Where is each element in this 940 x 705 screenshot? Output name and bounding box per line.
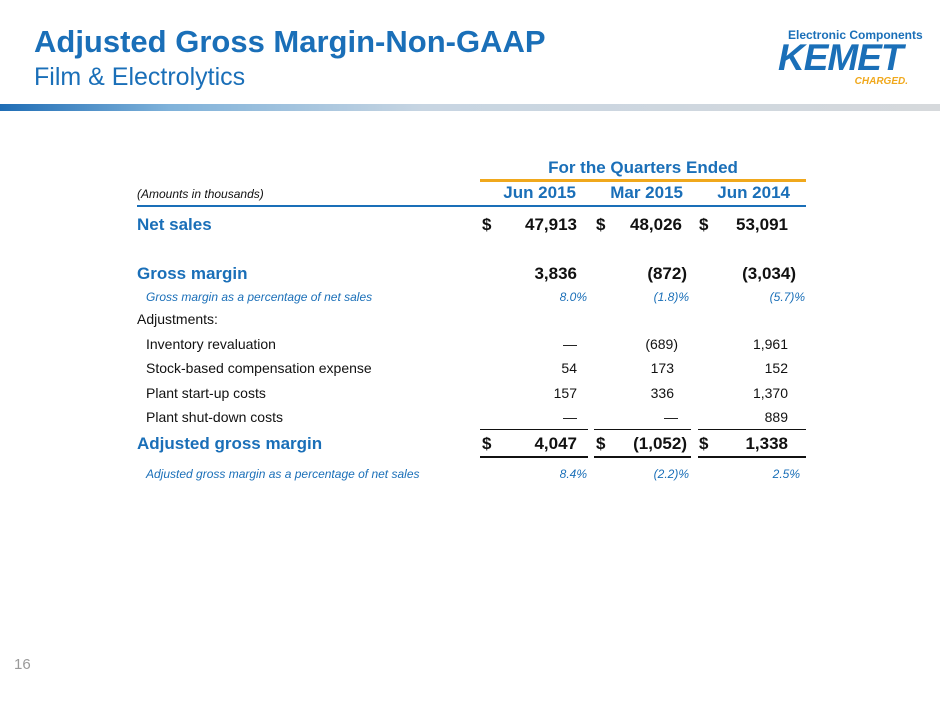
subtotal-rule	[594, 429, 691, 430]
column-header: Jun 2014	[717, 183, 790, 202]
group-header: For the Quarters Ended	[548, 158, 738, 177]
value-cell: —	[563, 336, 577, 352]
column-header-underline	[137, 205, 806, 207]
currency-symbol: $	[596, 434, 606, 453]
logo-tagline: CHARGED.	[854, 76, 908, 87]
total-rule	[480, 456, 588, 458]
value-cell: 889	[764, 409, 788, 425]
total-rule	[698, 456, 806, 458]
logo-wordmark: KEMET	[778, 37, 903, 78]
value-cell: 1,961	[752, 336, 788, 352]
logo-top-text: Electronic Components	[788, 28, 923, 42]
value-cell: 53,091	[736, 215, 788, 234]
value-cell: 173	[650, 360, 674, 376]
value-cell: 157	[553, 385, 577, 401]
header-divider	[0, 104, 940, 111]
row-label: Plant shut-down costs	[146, 409, 283, 425]
row-label: Gross margin	[137, 264, 248, 283]
row-label: Inventory revaluation	[146, 336, 276, 352]
value-cell: 8.0%	[559, 290, 587, 304]
value-cell: 47,913	[525, 215, 577, 234]
currency-symbol: $	[482, 215, 492, 234]
row-label: Adjusted gross margin	[137, 434, 323, 453]
value-cell: (872)	[647, 264, 687, 283]
row-label: Gross margin as a percentage of net sale…	[146, 290, 373, 304]
value-cell: 4,047	[534, 434, 577, 453]
row-label: Net sales	[137, 215, 212, 234]
column-header: Jun 2015	[503, 183, 576, 202]
currency-symbol: $	[482, 434, 492, 453]
page-title: Adjusted Gross Margin-Non-GAAP	[34, 24, 546, 59]
value-cell: (3,034)	[742, 264, 796, 283]
value-cell: —	[563, 409, 577, 425]
value-cell: 336	[650, 385, 674, 401]
row-label: Plant start-up costs	[146, 385, 266, 401]
amounts-note: (Amounts in thousands)	[137, 187, 264, 201]
total-rule	[594, 456, 691, 458]
currency-symbol: $	[699, 215, 709, 234]
adjustments-heading: Adjustments:	[137, 311, 218, 327]
company-logo: Electronic Components KEMET CHARGED.	[778, 28, 923, 90]
value-cell: 8.4%	[559, 467, 587, 481]
column-header: Mar 2015	[610, 183, 683, 202]
value-cell: (1.8)%	[653, 290, 689, 304]
value-cell: 3,836	[534, 264, 577, 283]
subtotal-rule	[480, 429, 588, 430]
page-number: 16	[14, 656, 31, 673]
value-cell: 48,026	[630, 215, 682, 234]
row-label: Stock-based compensation expense	[146, 360, 372, 376]
value-cell: 1,338	[745, 434, 788, 453]
value-cell: 1,370	[752, 385, 788, 401]
value-cell: (5.7)%	[769, 290, 805, 304]
page-subtitle: Film & Electrolytics	[34, 63, 246, 91]
group-header-underline	[480, 179, 806, 182]
value-cell: (2.2)%	[653, 467, 689, 481]
value-cell: 152	[764, 360, 788, 376]
currency-symbol: $	[596, 215, 606, 234]
currency-symbol: $	[699, 434, 709, 453]
value-cell: (689)	[645, 336, 678, 352]
value-cell: (1,052)	[633, 434, 687, 453]
value-cell: 54	[561, 360, 577, 376]
subtotal-rule	[698, 429, 806, 430]
row-label: Adjusted gross margin as a percentage of…	[146, 467, 420, 481]
value-cell: 2.5%	[772, 467, 800, 481]
value-cell: —	[664, 409, 678, 425]
